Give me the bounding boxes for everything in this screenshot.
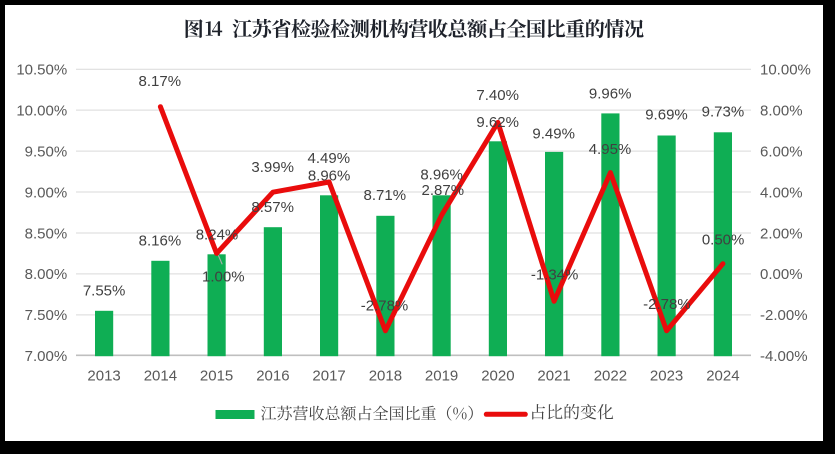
svg-text:7.00%: 7.00% <box>25 348 68 365</box>
svg-text:-2.00%: -2.00% <box>760 307 808 324</box>
svg-text:2021: 2021 <box>537 367 570 384</box>
svg-text:8.96%: 8.96% <box>420 166 463 183</box>
svg-text:9.00%: 9.00% <box>25 184 68 201</box>
svg-text:-4.00%: -4.00% <box>760 348 808 365</box>
svg-text:9.62%: 9.62% <box>476 114 519 131</box>
svg-text:10.50%: 10.50% <box>16 62 67 79</box>
svg-text:2017: 2017 <box>312 367 345 384</box>
svg-text:2018: 2018 <box>369 367 402 384</box>
svg-text:2024: 2024 <box>706 367 739 384</box>
svg-text:8.57%: 8.57% <box>251 199 294 216</box>
svg-text:10.00%: 10.00% <box>760 62 811 79</box>
svg-text:9.49%: 9.49% <box>532 125 575 142</box>
svg-text:8.16%: 8.16% <box>139 233 182 250</box>
svg-text:8.00%: 8.00% <box>760 102 803 119</box>
svg-text:9.96%: 9.96% <box>589 86 632 103</box>
svg-text:2.87%: 2.87% <box>422 182 465 199</box>
svg-text:-1.34%: -1.34% <box>531 267 579 284</box>
svg-text:8.96%: 8.96% <box>308 168 351 185</box>
svg-text:-2.78%: -2.78% <box>361 298 409 315</box>
svg-text:7.50%: 7.50% <box>25 307 68 324</box>
svg-text:4.00%: 4.00% <box>760 184 803 201</box>
svg-text:2013: 2013 <box>87 367 120 384</box>
svg-text:4.49%: 4.49% <box>308 150 351 167</box>
svg-text:8.24%: 8.24% <box>196 226 239 243</box>
svg-text:7.40%: 7.40% <box>476 87 519 104</box>
svg-text:2.00%: 2.00% <box>760 225 803 242</box>
svg-text:9.73%: 9.73% <box>702 104 745 121</box>
svg-text:9.69%: 9.69% <box>645 107 688 124</box>
svg-text:3.99%: 3.99% <box>251 159 294 176</box>
svg-text:6.00%: 6.00% <box>760 143 803 160</box>
svg-text:2023: 2023 <box>650 367 683 384</box>
svg-text:0.00%: 0.00% <box>760 266 803 283</box>
svg-text:10.00%: 10.00% <box>16 102 67 119</box>
svg-text:8.50%: 8.50% <box>25 225 68 242</box>
svg-text:-2.78%: -2.78% <box>643 296 691 313</box>
svg-text:9.50%: 9.50% <box>25 143 68 160</box>
svg-text:2020: 2020 <box>481 367 514 384</box>
svg-text:8.00%: 8.00% <box>25 266 68 283</box>
svg-text:2015: 2015 <box>200 367 233 384</box>
svg-text:8.17%: 8.17% <box>139 73 182 90</box>
svg-text:2022: 2022 <box>594 367 627 384</box>
svg-text:8.71%: 8.71% <box>364 187 407 204</box>
svg-text:0.50%: 0.50% <box>702 232 745 249</box>
svg-text:2016: 2016 <box>256 367 289 384</box>
svg-text:4.95%: 4.95% <box>589 141 632 158</box>
svg-text:1.00%: 1.00% <box>202 268 245 285</box>
svg-text:7.55%: 7.55% <box>83 283 126 300</box>
svg-text:2014: 2014 <box>144 367 177 384</box>
svg-text:2019: 2019 <box>425 367 458 384</box>
